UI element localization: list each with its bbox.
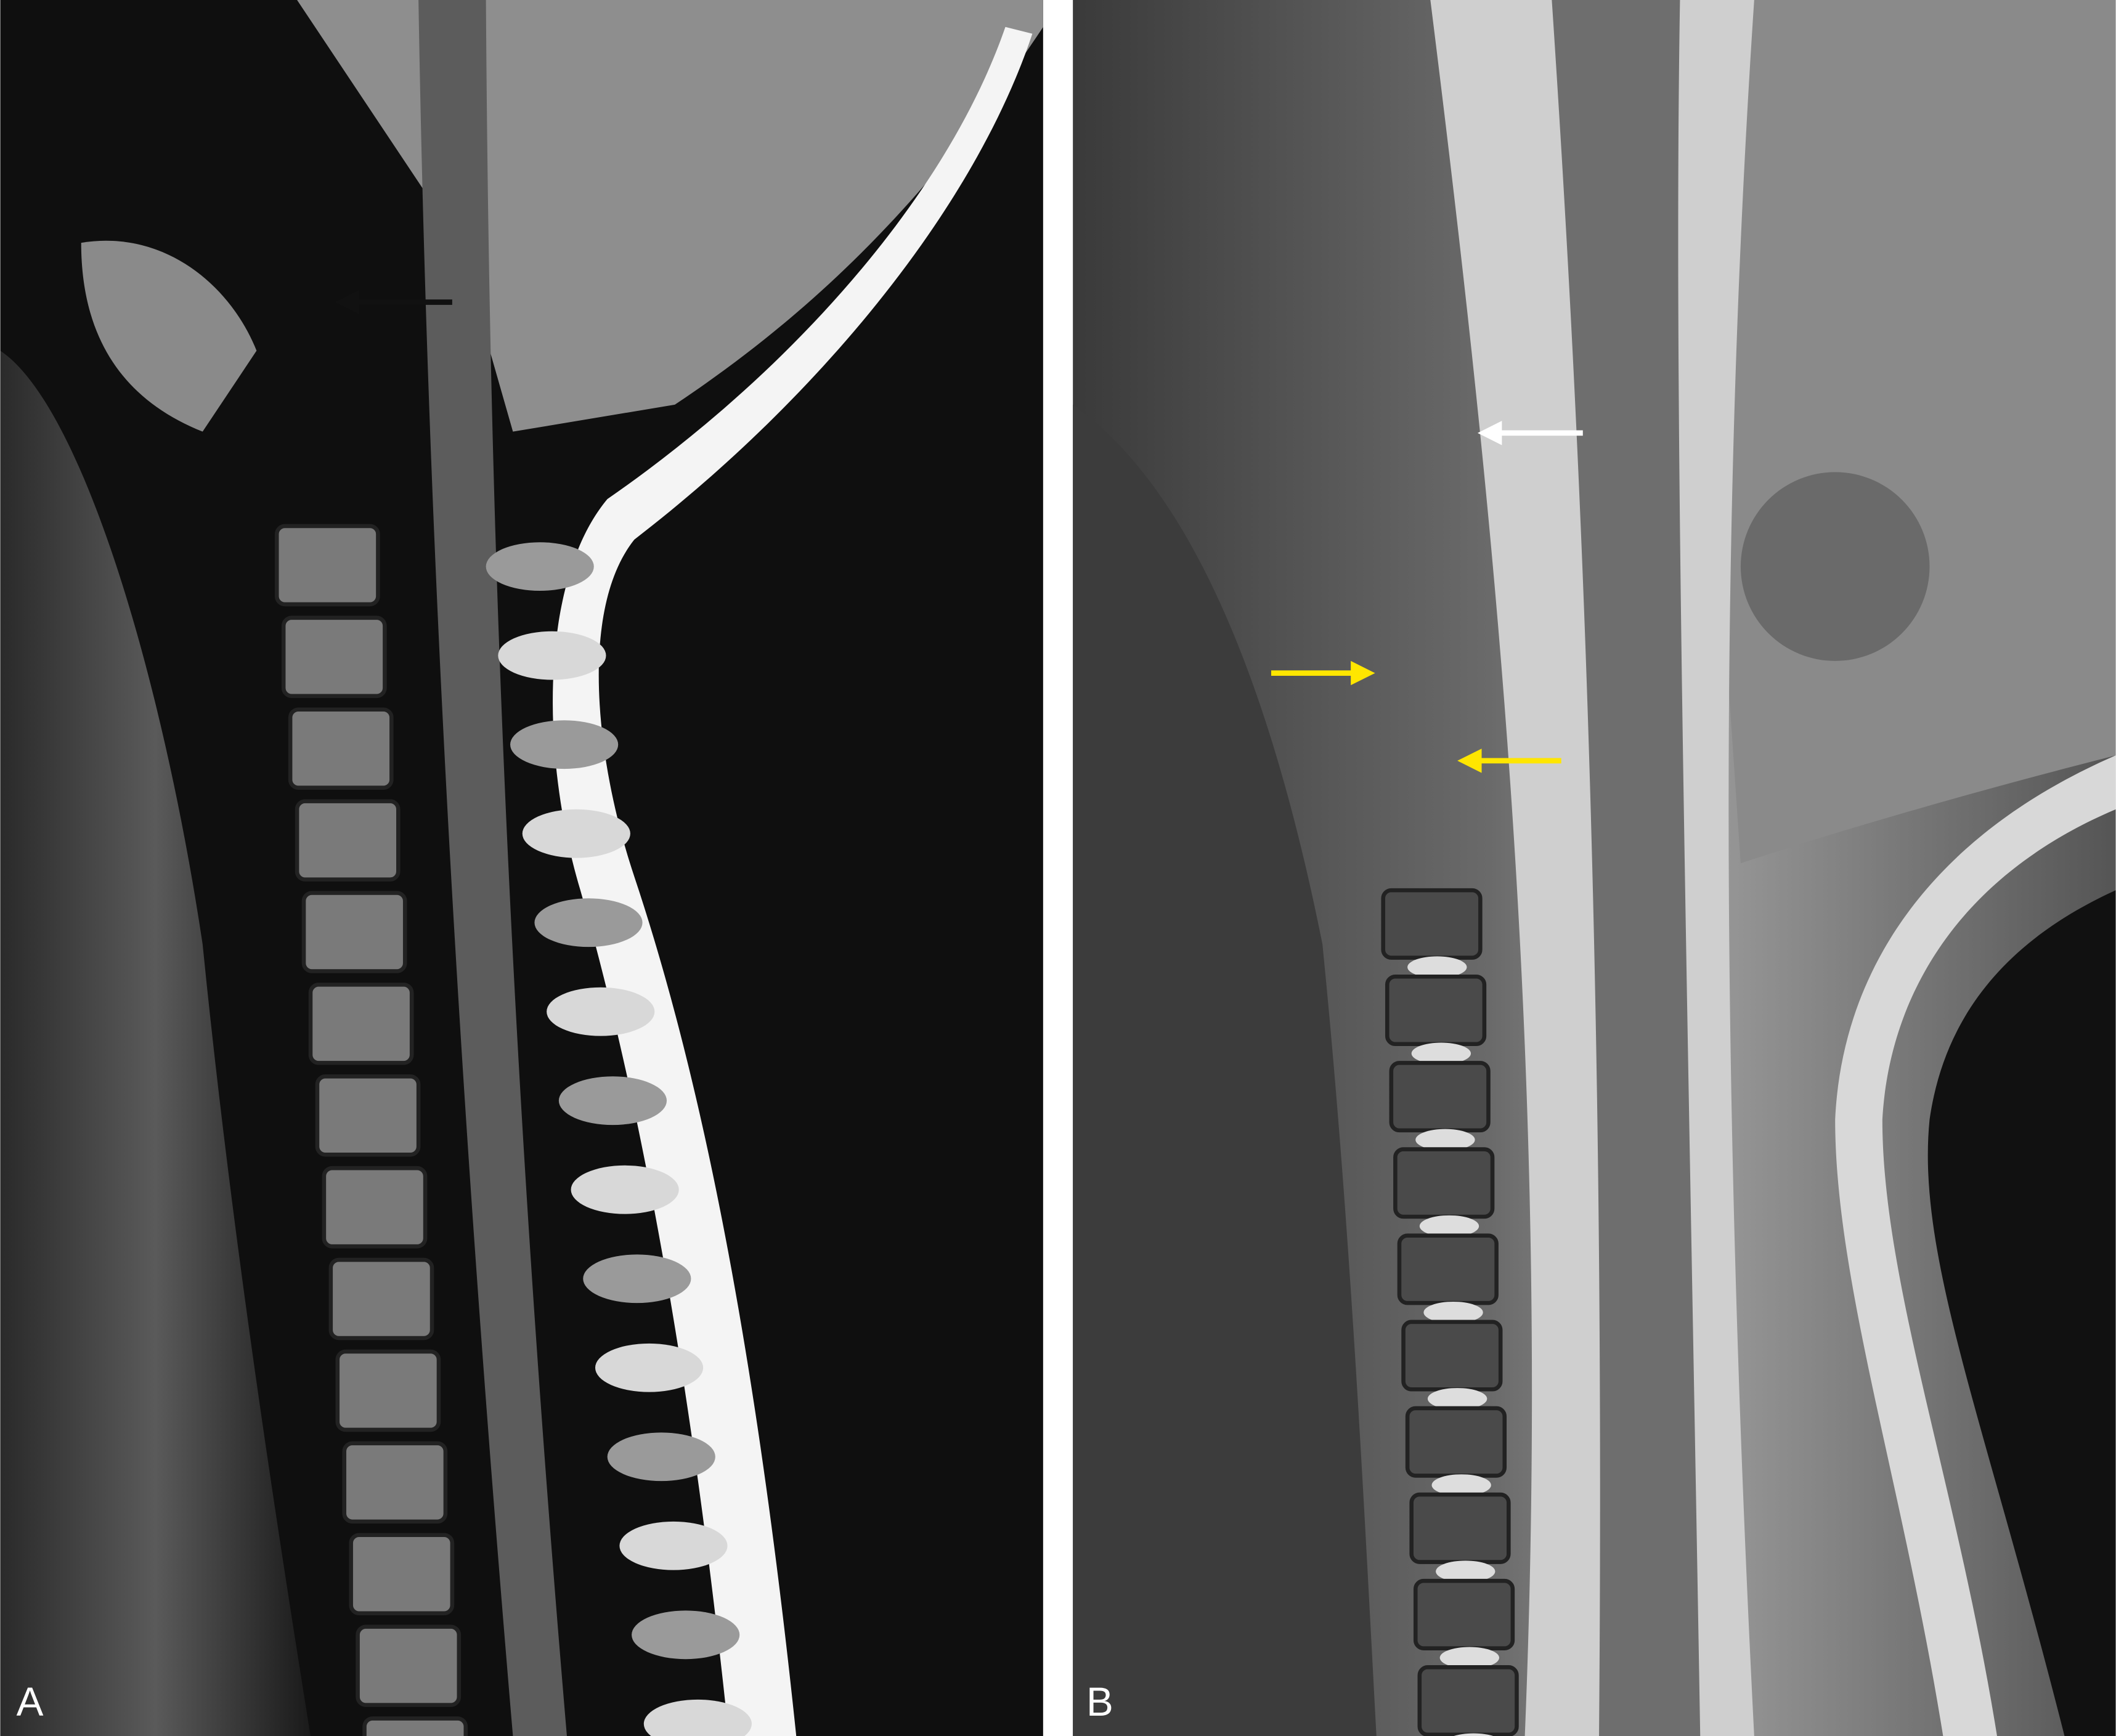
disc — [1439, 1647, 1499, 1669]
disc — [1411, 1042, 1471, 1065]
disc — [1431, 1474, 1491, 1496]
arrow-head — [1477, 421, 1502, 445]
vertebral-body — [349, 1533, 455, 1616]
vertebral-body — [362, 1716, 468, 1736]
spinal-cord — [1552, 0, 1701, 1736]
spinous-process — [510, 720, 619, 769]
vertebral-body — [1405, 1406, 1507, 1478]
tongue — [81, 240, 257, 432]
cerebellum — [1700, 0, 2116, 864]
vertebrae — [274, 524, 468, 1736]
spinous-process — [607, 1432, 715, 1482]
vertebral-body — [295, 799, 401, 882]
disc — [1419, 1215, 1479, 1237]
spinous-process — [534, 898, 643, 947]
vertebral-body — [288, 707, 394, 790]
posterior-elements — [486, 542, 752, 1736]
subcutaneous-fat — [553, 26, 1033, 1736]
disc — [1415, 1129, 1475, 1151]
vertebral-body — [1401, 1320, 1503, 1392]
spinous-process — [558, 1076, 667, 1126]
panel-label: A — [17, 1679, 44, 1724]
spinous-process — [583, 1254, 691, 1304]
panel-a: A — [0, 0, 1043, 1736]
soft-tissue — [1073, 404, 1377, 1736]
panel-b: B — [1073, 0, 2116, 1736]
vertebral-body — [315, 1074, 421, 1157]
vertebral-body — [274, 524, 380, 607]
disc — [1427, 1388, 1487, 1410]
cerebellar-tonsil — [1740, 472, 1930, 661]
vertebral-body — [308, 983, 414, 1065]
vertebral-body — [328, 1257, 434, 1341]
spinous-process — [595, 1343, 704, 1392]
vertebral-body — [1389, 1061, 1491, 1133]
vertebral-body — [301, 891, 407, 973]
vertebral-body — [1409, 1492, 1511, 1564]
vertebral-body — [281, 615, 387, 699]
panel-label: B — [1086, 1679, 1113, 1724]
disc — [1423, 1301, 1483, 1323]
disc — [1454, 1733, 1494, 1736]
vertebral-body — [335, 1349, 441, 1432]
vertebral-body — [1381, 888, 1483, 960]
vertebral-body — [1417, 1665, 1519, 1736]
spinous-process — [498, 631, 606, 680]
arrow-head — [1457, 748, 1482, 773]
spinous-process — [643, 1699, 752, 1736]
disc — [1436, 1560, 1495, 1583]
spinous-process — [547, 987, 655, 1036]
arrow-head — [1351, 660, 1375, 686]
vertebral-body — [1385, 974, 1487, 1047]
arrow-head — [335, 290, 359, 315]
disc — [1407, 956, 1467, 978]
vertebral-body — [1413, 1578, 1515, 1650]
spinous-process — [619, 1521, 728, 1570]
soft-tissue — [0, 351, 311, 1736]
vertebral-body — [1393, 1147, 1495, 1219]
subcutaneous-fat — [1835, 755, 2116, 1736]
vertebrae — [1381, 888, 1519, 1736]
spinous-process — [522, 809, 630, 858]
vertebral-body — [1397, 1233, 1499, 1305]
spinous-process — [571, 1165, 679, 1214]
vertebral-body — [342, 1441, 448, 1524]
spinous-process — [632, 1610, 740, 1660]
vertebral-body — [322, 1166, 428, 1249]
air — [1927, 890, 2116, 1736]
vertebral-body — [356, 1624, 462, 1707]
spinous-process — [486, 542, 594, 591]
spinal-cord — [418, 0, 567, 1736]
